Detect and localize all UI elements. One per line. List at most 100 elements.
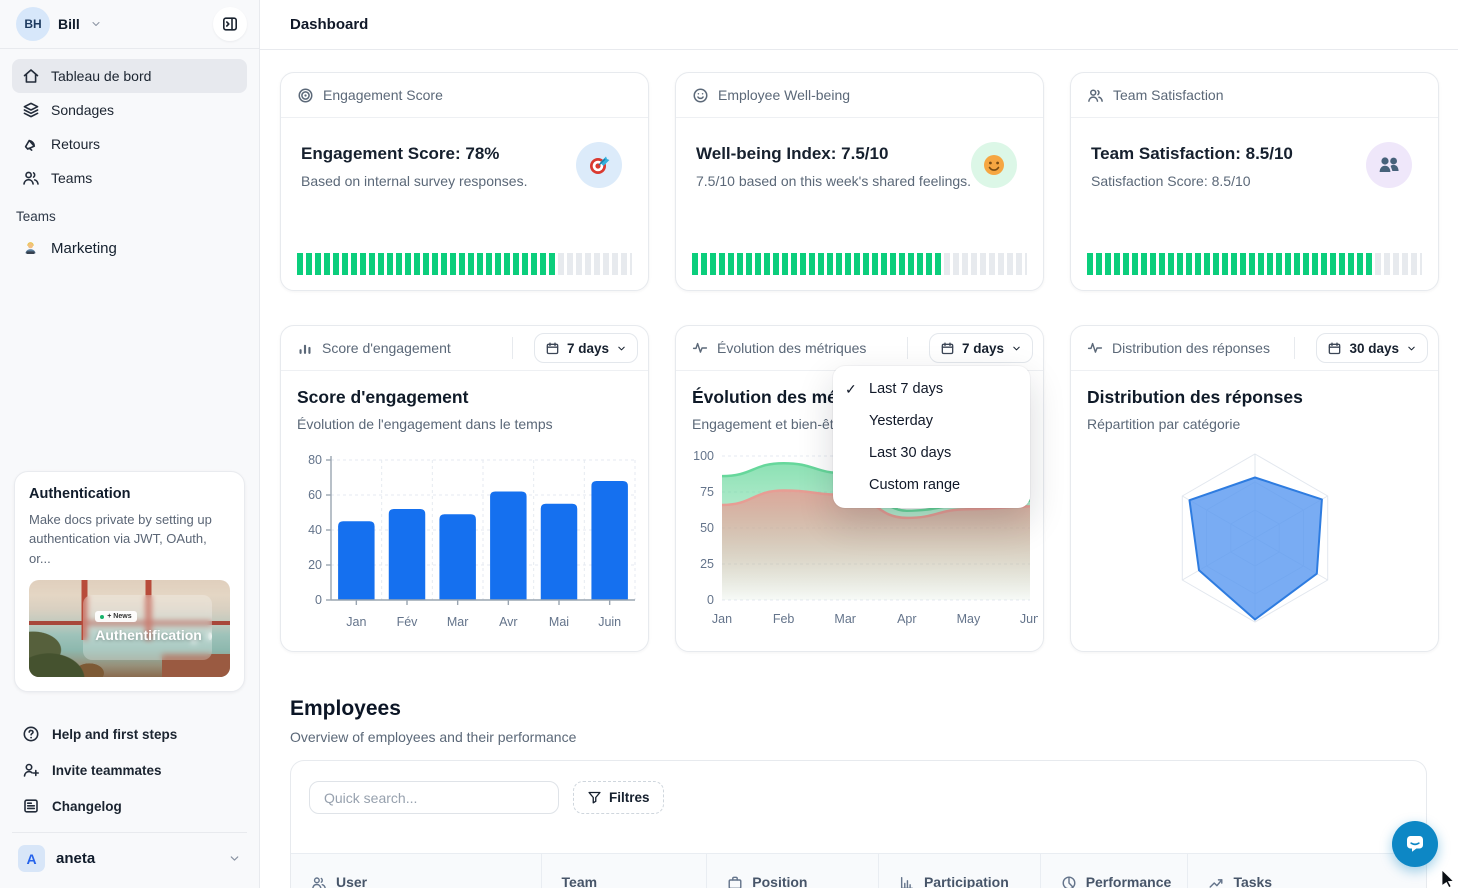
filters-button[interactable]: Filtres	[573, 781, 664, 814]
column-header-team[interactable]: Team	[540, 854, 707, 888]
column-header-performance[interactable]: Performance	[1039, 854, 1188, 888]
sidebar-item-retours[interactable]: Retours	[12, 127, 247, 161]
svg-text:Apr: Apr	[897, 612, 916, 626]
svg-text:75: 75	[700, 485, 714, 499]
trend-up-icon	[1208, 875, 1224, 888]
sidebar-item-tableau-de-bord[interactable]: Tableau de bord	[12, 59, 247, 93]
stat-card-header: Team Satisfaction	[1071, 73, 1438, 118]
svg-text:Mai: Mai	[549, 615, 569, 629]
teams-section-label: Teams	[16, 209, 56, 224]
svg-text:50: 50	[700, 521, 714, 535]
sidebar-item-sondages[interactable]: Sondages	[12, 93, 247, 127]
svg-text:80: 80	[308, 453, 322, 467]
svg-text:Avr: Avr	[499, 615, 518, 629]
account-name: aneta	[56, 850, 96, 867]
chart-title: Distribution des réponses	[1087, 387, 1303, 407]
sidebar: BH Bill Tableau de bord	[0, 0, 260, 888]
sidebar-item-help[interactable]: Help and first steps	[12, 716, 247, 752]
bar-chart-icon	[297, 340, 313, 356]
divider	[511, 337, 513, 359]
sidebar-nav: Tableau de bord Sondages Retours Teams	[0, 49, 259, 195]
sidebar-item-label: Retours	[51, 136, 101, 152]
stat-card-engagement: Engagement Score Engagement Score: 78% B…	[280, 72, 649, 291]
search-input[interactable]	[309, 781, 559, 814]
range-selector-button[interactable]: 30 days	[1316, 333, 1428, 363]
svg-text:Jan: Jan	[712, 612, 732, 626]
chart-card-header: Distribution des réponses 30 days	[1071, 326, 1438, 371]
stat-card-header: Employee Well-being	[676, 73, 1043, 118]
smiling-face-emoji-badge	[971, 142, 1017, 188]
chart-card-header-label: Score d'engagement	[322, 340, 451, 356]
users-icon	[311, 875, 327, 888]
column-header-participation[interactable]: Participation	[877, 854, 1040, 888]
account-switcher[interactable]: A aneta	[12, 832, 247, 888]
range-selector-button[interactable]: 7 days	[928, 333, 1033, 363]
team-label: Marketing	[51, 239, 117, 257]
stat-title: Engagement Score: 78%	[301, 144, 500, 163]
user-plus-icon	[22, 761, 40, 779]
newspaper-icon	[22, 797, 40, 815]
svg-text:40: 40	[308, 523, 322, 537]
footer-item-label: Help and first steps	[52, 726, 178, 742]
sidebar-team-marketing[interactable]: Marketing	[0, 230, 259, 266]
panel-collapse-icon	[221, 15, 239, 33]
users-icon	[22, 169, 40, 187]
divider	[906, 337, 908, 359]
green-dot-icon	[100, 614, 105, 619]
page-title: Dashboard	[290, 16, 369, 33]
menu-item-last-30-days[interactable]: Last 30 days	[869, 445, 952, 461]
employees-table-card: Filtres User Team Position	[290, 760, 1427, 888]
promo-image-golden-gate[interactable]: + News Authentification	[29, 580, 230, 677]
main-header: Dashboard	[260, 0, 1458, 50]
chevron-down-icon	[1406, 343, 1417, 354]
divider	[1294, 337, 1296, 359]
svg-text:60: 60	[308, 488, 322, 502]
column-header-user[interactable]: User	[291, 854, 541, 888]
layers-icon	[22, 101, 40, 119]
wellbeing-progress-bar	[692, 253, 1027, 275]
svg-text:May: May	[957, 612, 981, 626]
briefcase-icon	[727, 875, 743, 888]
footer-item-label: Changelog	[52, 798, 122, 814]
chart-card-responses-distribution: Distribution des réponses 30 days Distri…	[1070, 325, 1439, 652]
svg-text:Mar: Mar	[447, 615, 469, 629]
range-dropdown-menu: ✓ Last 7 days Yesterday Last 30 days Cus…	[833, 366, 1030, 508]
promo-glass-card: + News Authentification	[83, 594, 212, 660]
users-icon	[1087, 87, 1104, 104]
chevron-down-icon	[90, 18, 102, 30]
collapse-sidebar-button[interactable]	[213, 7, 247, 41]
chat-launcher-button[interactable]	[1392, 821, 1438, 867]
sidebar-item-invite[interactable]: Invite teammates	[12, 752, 247, 788]
sidebar-item-label: Tableau de bord	[51, 68, 152, 84]
svg-text:Feb: Feb	[773, 612, 795, 626]
stat-card-header-label: Team Satisfaction	[1113, 87, 1224, 103]
pie-chart-icon	[1061, 875, 1077, 888]
menu-item-last-7-days[interactable]: ✓ Last 7 days	[845, 380, 944, 398]
svg-text:Juin: Juin	[598, 615, 621, 629]
stat-card-wellbeing: Employee Well-being Well-being Index: 7.…	[675, 72, 1044, 291]
svg-text:100: 100	[693, 449, 714, 463]
activity-icon	[692, 340, 708, 356]
svg-text:Jun: Jun	[1020, 612, 1038, 626]
column-header-tasks[interactable]: Tasks	[1187, 854, 1426, 888]
menu-item-custom-range[interactable]: Custom range	[869, 477, 961, 493]
engagement-bar-chart: 0 20 40 60 80 Jan Fév Mar Avr Mai Juin	[308, 453, 636, 629]
chevron-down-icon	[1011, 343, 1022, 354]
employees-title: Employees	[290, 697, 401, 720]
help-circle-icon	[22, 725, 40, 743]
sidebar-item-label: Sondages	[51, 102, 115, 118]
employees-toolbar: Filtres	[291, 761, 1426, 814]
range-selector-button[interactable]: 7 days	[533, 333, 638, 363]
sidebar-item-teams[interactable]: Teams	[12, 161, 247, 195]
workspace-switcher[interactable]: BH Bill	[0, 0, 259, 49]
stat-title: Team Satisfaction: 8.5/10	[1091, 144, 1293, 163]
column-header-position[interactable]: Position	[706, 854, 878, 888]
footer-item-label: Invite teammates	[52, 762, 162, 778]
mouse-cursor	[1441, 869, 1458, 888]
promo-body: Make docs private by setting up authenti…	[29, 511, 212, 566]
workspace-avatar: BH	[16, 7, 50, 41]
promo-card-authentication[interactable]: Authentication Make docs private by sett…	[14, 470, 245, 692]
menu-item-yesterday[interactable]: Yesterday	[869, 413, 933, 429]
sidebar-item-changelog[interactable]: Changelog	[12, 788, 247, 824]
